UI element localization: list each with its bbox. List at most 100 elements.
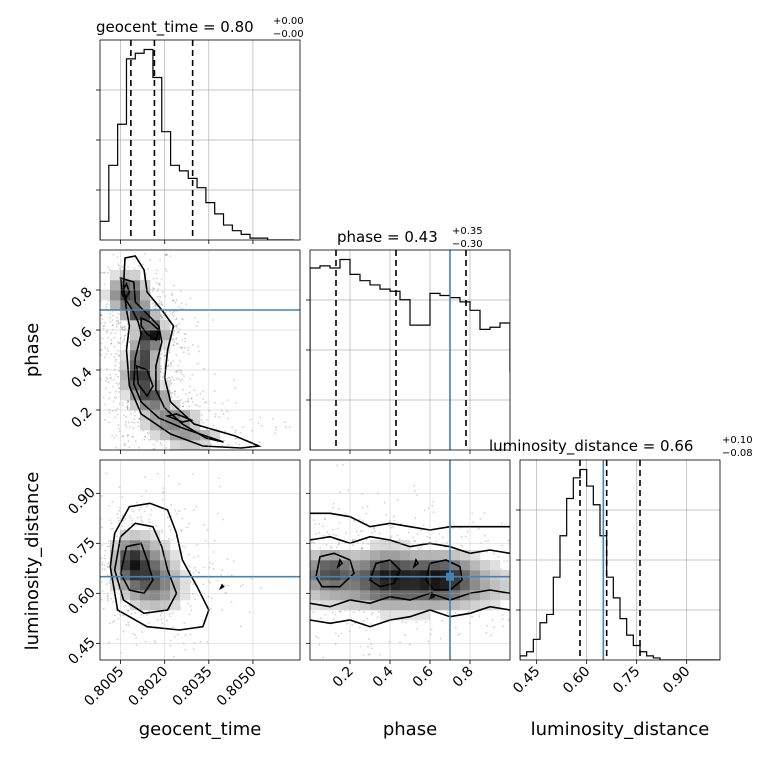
sample-point [230, 600, 233, 603]
sample-point [346, 622, 349, 625]
sample-point [317, 636, 319, 639]
sample-point [67, 589, 69, 591]
sample-point [121, 404, 124, 406]
sample-point [175, 318, 178, 321]
sample-point [167, 365, 170, 368]
density-cell [430, 600, 441, 611]
density-cell [180, 570, 191, 581]
sample-point [126, 609, 129, 612]
density-panel-geocent_time-luminosity_distance [63, 459, 301, 674]
sample-point [432, 500, 435, 503]
sample-point [133, 414, 136, 417]
sample-point [306, 507, 308, 509]
sample-point [158, 284, 161, 286]
sample-point [82, 580, 84, 582]
sample-point [567, 552, 569, 554]
sample-point [194, 598, 197, 601]
sample-point [121, 326, 124, 329]
sample-point [166, 516, 169, 519]
density-cell [140, 390, 151, 401]
sample-point [166, 377, 169, 380]
sample-point [164, 354, 167, 357]
sample-point [175, 337, 178, 339]
sample-point [351, 539, 354, 542]
sample-point [178, 305, 180, 308]
sample-point [188, 391, 191, 394]
sample-point [486, 624, 489, 627]
sample-point [68, 453, 70, 455]
hist-step-geocent_time [100, 48, 295, 240]
sample-point [110, 522, 113, 525]
sample-point [164, 253, 167, 256]
sample-point [71, 569, 73, 571]
sample-point [132, 427, 135, 429]
sample-point [127, 672, 129, 674]
density-cell [120, 310, 131, 321]
sample-point [328, 533, 330, 536]
sample-point [123, 444, 126, 446]
density-cell [140, 370, 151, 381]
sample-point [101, 590, 104, 592]
sample-point [192, 572, 195, 574]
sample-point [235, 442, 237, 444]
sample-point [222, 413, 225, 415]
sample-point [187, 602, 189, 605]
sample-point [104, 568, 106, 571]
sample-point [198, 571, 201, 574]
sample-point [140, 506, 142, 509]
density-cell [140, 300, 151, 311]
density-cell [360, 570, 371, 581]
sample-point [172, 299, 175, 302]
sample-point [181, 378, 184, 381]
density-cell [110, 300, 121, 311]
sample-point [168, 615, 171, 618]
sample-point [155, 282, 158, 284]
sample-point [162, 491, 165, 493]
sample-point [153, 288, 155, 290]
sample-point [178, 322, 181, 325]
sample-point [101, 337, 104, 340]
sample-point [492, 552, 495, 555]
sample-point [187, 346, 190, 349]
sample-point [130, 421, 133, 424]
sample-point [129, 517, 132, 519]
sample-point [63, 574, 65, 576]
density-cell [150, 550, 161, 561]
sample-point [191, 373, 194, 376]
density-cell [160, 590, 171, 601]
sample-point [281, 610, 283, 612]
sample-point [196, 544, 199, 546]
sample-point [472, 521, 475, 524]
density-cell [350, 560, 361, 571]
sample-point [184, 333, 187, 335]
sample-point [304, 549, 306, 551]
sample-point [221, 402, 224, 405]
sample-point [527, 618, 529, 620]
sample-point [430, 628, 433, 631]
sample-point [113, 337, 116, 339]
sample-point [94, 299, 96, 301]
density-cell [110, 280, 121, 291]
sample-point [323, 518, 326, 520]
sample-point [294, 495, 296, 497]
sample-point [84, 310, 86, 312]
sample-point [538, 599, 540, 601]
sample-point [187, 401, 189, 403]
density-cell [360, 600, 371, 611]
sample-point [165, 270, 168, 273]
sample-point [155, 524, 158, 527]
contour-line [310, 535, 510, 555]
sample-point [194, 403, 197, 406]
density-cell [120, 570, 131, 581]
sample-point [202, 568, 204, 570]
sample-point [112, 253, 115, 256]
sample-point [152, 305, 155, 308]
sample-point [279, 587, 281, 589]
sample-point [284, 426, 287, 429]
sample-point [314, 523, 317, 526]
sample-point [464, 535, 467, 538]
sample-point [134, 633, 137, 636]
sample-point [234, 402, 237, 404]
sample-point [360, 548, 363, 551]
sample-point [566, 547, 568, 549]
